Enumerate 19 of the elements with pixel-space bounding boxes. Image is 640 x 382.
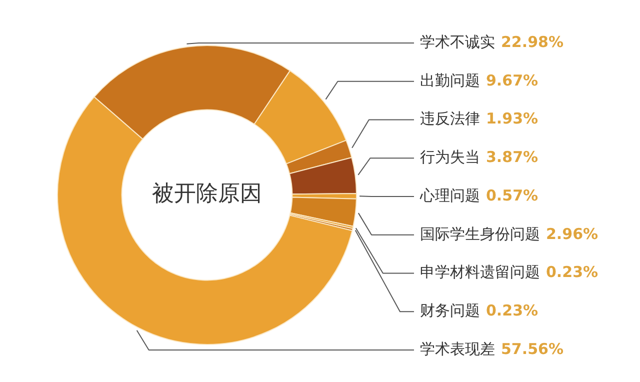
slice-label: 学术表现差 [420,340,495,358]
data-label: 57.56% [501,340,564,358]
slice-label: 心理问题 [419,186,480,204]
data-label: 1.93% [486,110,538,128]
slice-label: 学术不诚实 [420,32,495,51]
slice-label: 财务问题 [420,302,480,320]
slice-label: 行为失当 [420,148,480,166]
data-label: 0.23% [546,263,598,282]
text: 被开除原因 [152,182,262,207]
slice-label: 申学材料遗留问题 [420,263,540,282]
data-label: 0.57% [486,186,538,204]
data-label: 9.67% [486,71,538,90]
data-label: 3.87% [486,148,538,166]
slice-label: 国际学生身份问题 [420,224,540,243]
data-label: 2.96% [546,224,598,243]
data-label: 22.98% [501,32,564,51]
slice-label: 违反法律 [420,110,480,128]
slice-label: 出勤问题 [420,71,480,90]
data-label: 0.23% [486,302,538,320]
